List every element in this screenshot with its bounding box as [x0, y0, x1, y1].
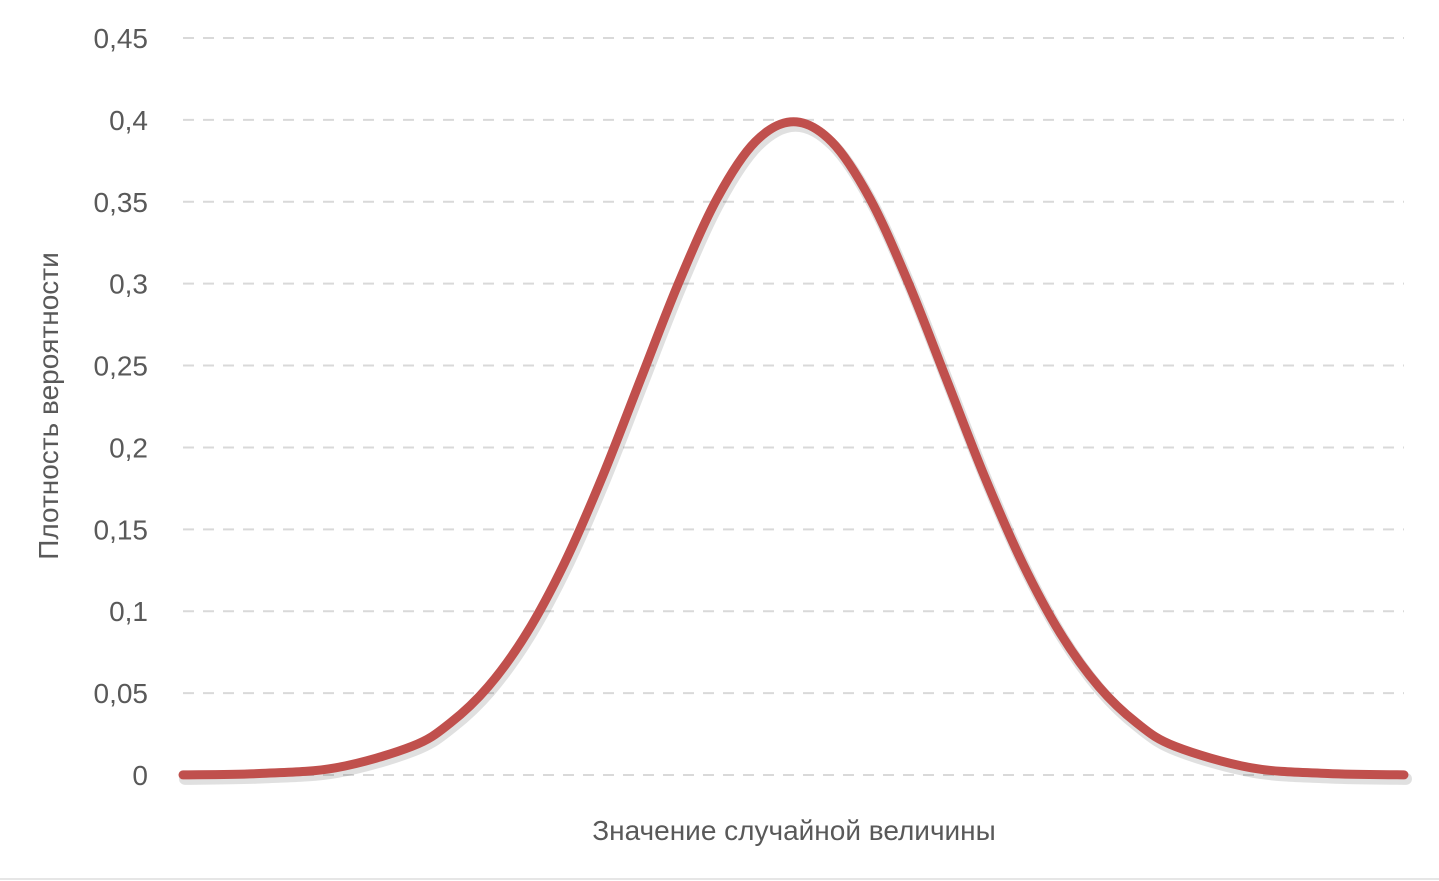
y-tick-label: 0,1 [109, 596, 148, 627]
y-tick-label: 0,3 [109, 269, 148, 300]
y-axis-title: Плотность вероятности [33, 252, 64, 560]
series-layer [178, 117, 1412, 785]
y-tick-label: 0,25 [94, 351, 149, 382]
series-line [178, 117, 1409, 780]
y-tick-label: 0,35 [94, 187, 149, 218]
y-tick-label: 0,4 [109, 105, 148, 136]
y-tick-label: 0,15 [94, 514, 149, 545]
y-tick-label: 0,45 [94, 23, 149, 54]
series-line-shadow [179, 119, 1412, 785]
y-tick-label: 0,05 [94, 678, 149, 709]
y-tick-labels: 0 0,05 0,1 0,15 0,2 0,25 0,3 0,35 0,4 0,45 [94, 23, 149, 791]
y-tick-label: 0 [132, 760, 148, 791]
x-axis-title: Значение случайной величины [592, 815, 996, 846]
gridlines [183, 37, 1404, 776]
y-tick-label: 0,2 [109, 432, 148, 463]
